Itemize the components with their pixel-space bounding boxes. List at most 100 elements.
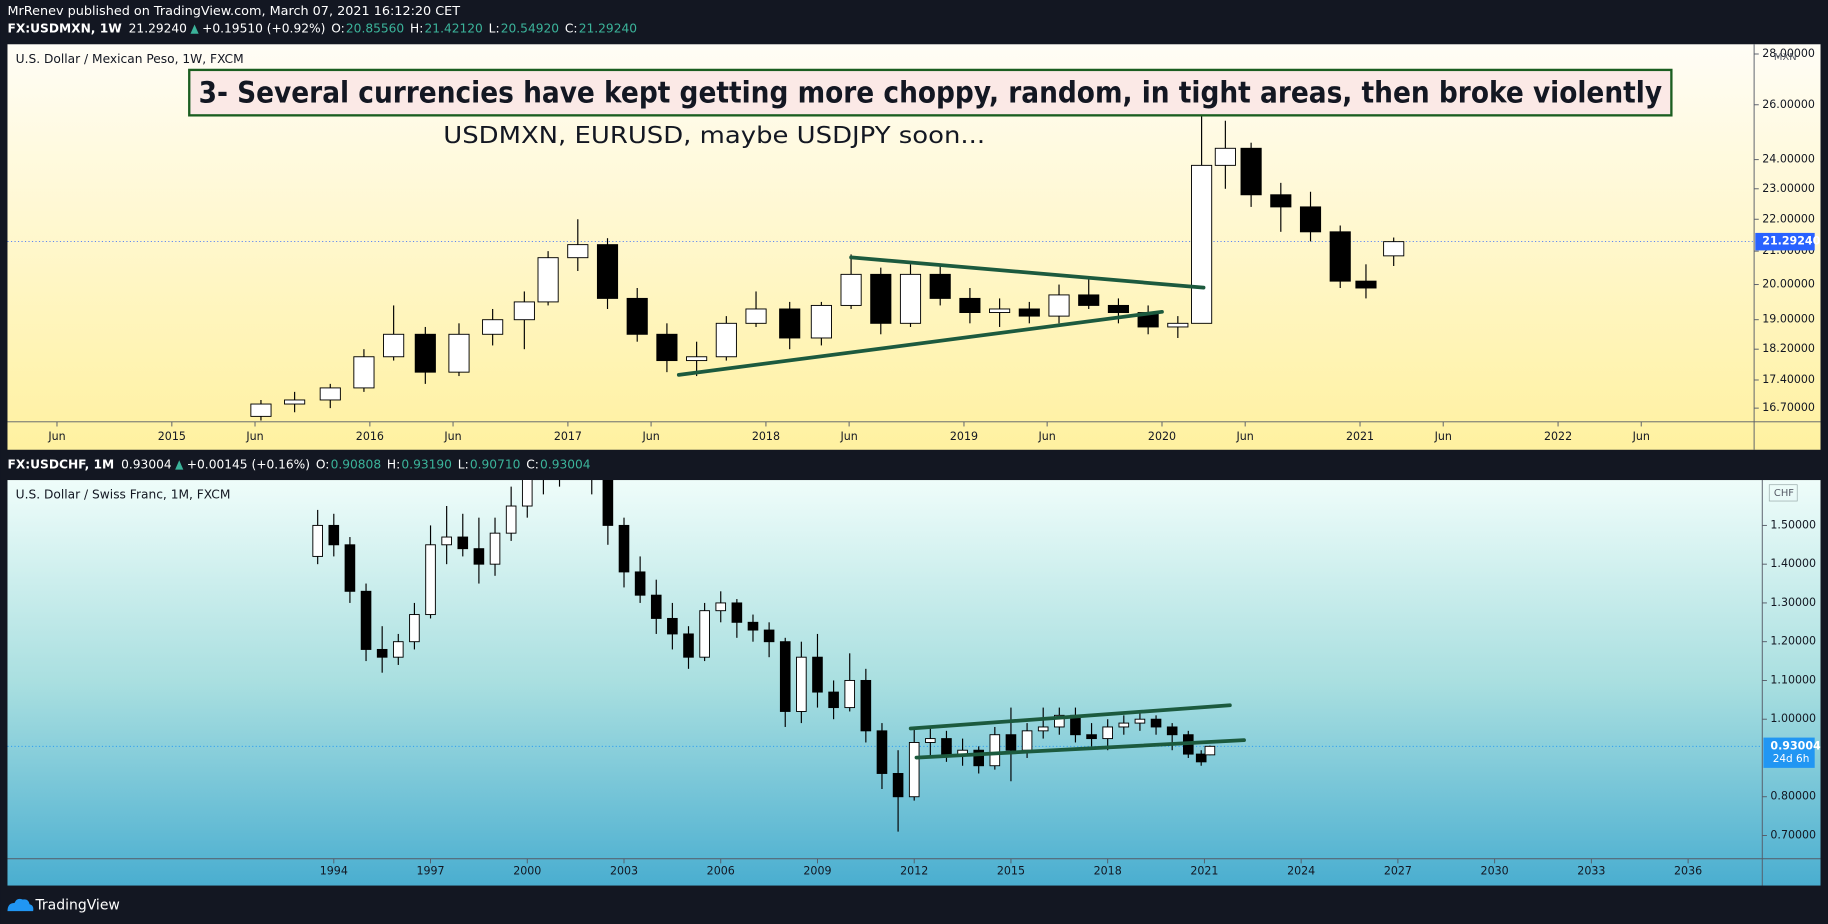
currency-box bbox=[1768, 484, 1798, 502]
candle-body bbox=[683, 633, 694, 658]
y-tick-label: 1.40000 bbox=[1770, 557, 1816, 570]
trendline bbox=[908, 703, 1232, 731]
candle bbox=[1118, 715, 1130, 735]
candle-body bbox=[457, 536, 469, 550]
candle bbox=[745, 291, 767, 327]
candle-body bbox=[844, 679, 856, 709]
candle bbox=[973, 746, 985, 774]
x-tick-label: 2019 bbox=[950, 430, 978, 443]
candle-body bbox=[828, 691, 839, 709]
candle-body bbox=[344, 544, 356, 592]
candle bbox=[908, 726, 920, 801]
candle bbox=[840, 254, 862, 309]
candle bbox=[626, 287, 648, 342]
candle-body bbox=[763, 629, 775, 643]
candle-body bbox=[959, 297, 981, 313]
candle-body bbox=[656, 333, 678, 362]
y-tick-label: 22.00000 bbox=[1762, 212, 1815, 225]
candle bbox=[634, 556, 646, 603]
candle bbox=[376, 626, 388, 673]
candle-body bbox=[376, 648, 388, 658]
x-tick-label: 2012 bbox=[900, 865, 928, 878]
candle bbox=[542, 480, 544, 495]
candle bbox=[1195, 750, 1207, 766]
candle-body bbox=[1240, 147, 1262, 196]
x-tick-label: 2018 bbox=[752, 430, 780, 443]
candle bbox=[1214, 120, 1236, 189]
candle-body bbox=[929, 273, 951, 299]
candle bbox=[796, 641, 807, 724]
price-label: 21.29240 bbox=[1762, 235, 1820, 248]
author-line: MrRenev published on TradingView.com, Ma… bbox=[7, 4, 460, 19]
candle bbox=[409, 602, 420, 650]
candle bbox=[1078, 277, 1100, 309]
candle bbox=[457, 513, 469, 557]
candle bbox=[482, 308, 504, 346]
y-tick-label: 0.80000 bbox=[1770, 790, 1816, 803]
candle bbox=[779, 301, 801, 350]
candle-body bbox=[1166, 726, 1178, 736]
candle bbox=[521, 480, 533, 518]
candle bbox=[344, 537, 356, 603]
symbol-info: 21.42120 bbox=[425, 22, 483, 36]
candle bbox=[473, 517, 485, 584]
candle-body bbox=[425, 544, 436, 616]
candle-body bbox=[537, 257, 559, 303]
x-tick-label: Jun bbox=[1632, 430, 1650, 443]
trendline bbox=[676, 309, 1164, 377]
candle bbox=[312, 509, 323, 565]
candle-body bbox=[810, 304, 832, 339]
candle bbox=[618, 517, 630, 588]
symbol-info: 20.54920 bbox=[501, 22, 559, 36]
candle-body bbox=[596, 244, 619, 299]
x-tick-label: 1997 bbox=[416, 865, 444, 878]
y-tick-label: 24.00000 bbox=[1762, 153, 1815, 166]
candle bbox=[656, 323, 678, 373]
candle bbox=[319, 383, 341, 409]
candle-body bbox=[1270, 194, 1292, 208]
up-arrow bbox=[175, 460, 184, 470]
pane-background bbox=[7, 480, 1821, 886]
symbol-info: O: bbox=[331, 22, 345, 36]
candle-body bbox=[1086, 734, 1097, 740]
candle-body bbox=[650, 594, 662, 619]
x-tick-label: Jun bbox=[1434, 430, 1452, 443]
y-tick-label: 1.10000 bbox=[1770, 673, 1816, 686]
candle bbox=[1240, 142, 1262, 207]
candle bbox=[779, 637, 791, 727]
candle bbox=[505, 486, 517, 541]
candle bbox=[425, 525, 436, 619]
candle bbox=[1383, 237, 1405, 266]
candle bbox=[1086, 723, 1097, 747]
candle bbox=[899, 264, 922, 327]
x-tick-label: Jun bbox=[245, 430, 263, 443]
symbol-info: 0.90710 bbox=[470, 457, 521, 471]
x-tick-label: 2021 bbox=[1346, 430, 1374, 443]
trendline bbox=[849, 255, 1206, 290]
candle-body bbox=[892, 773, 904, 798]
y-tick-label: 26.00000 bbox=[1762, 98, 1815, 111]
x-tick-label: 2016 bbox=[356, 430, 384, 443]
symbol-info: C: bbox=[565, 22, 578, 36]
candle bbox=[1018, 301, 1040, 324]
candle-body bbox=[250, 403, 272, 417]
candle-body bbox=[602, 480, 614, 526]
x-tick-label: 2024 bbox=[1287, 865, 1315, 878]
x-tick-label: 2033 bbox=[1577, 865, 1605, 878]
candle-body bbox=[667, 617, 678, 635]
candle-body bbox=[989, 734, 1001, 767]
candle-body bbox=[392, 641, 404, 658]
candle bbox=[414, 326, 436, 384]
x-tick-label: 2006 bbox=[707, 865, 735, 878]
brand[interactable]: TradingView bbox=[34, 897, 119, 913]
candle bbox=[1355, 264, 1377, 299]
candle-body bbox=[1191, 164, 1213, 324]
candle bbox=[683, 626, 694, 669]
candle-body bbox=[1005, 734, 1017, 751]
candle-body bbox=[1048, 294, 1070, 317]
y-tick-label: 16.70000 bbox=[1762, 401, 1815, 414]
candle-body bbox=[715, 322, 737, 358]
candle bbox=[876, 723, 888, 789]
x-tick-label: 2017 bbox=[554, 430, 582, 443]
symbol-info: L: bbox=[458, 457, 469, 471]
